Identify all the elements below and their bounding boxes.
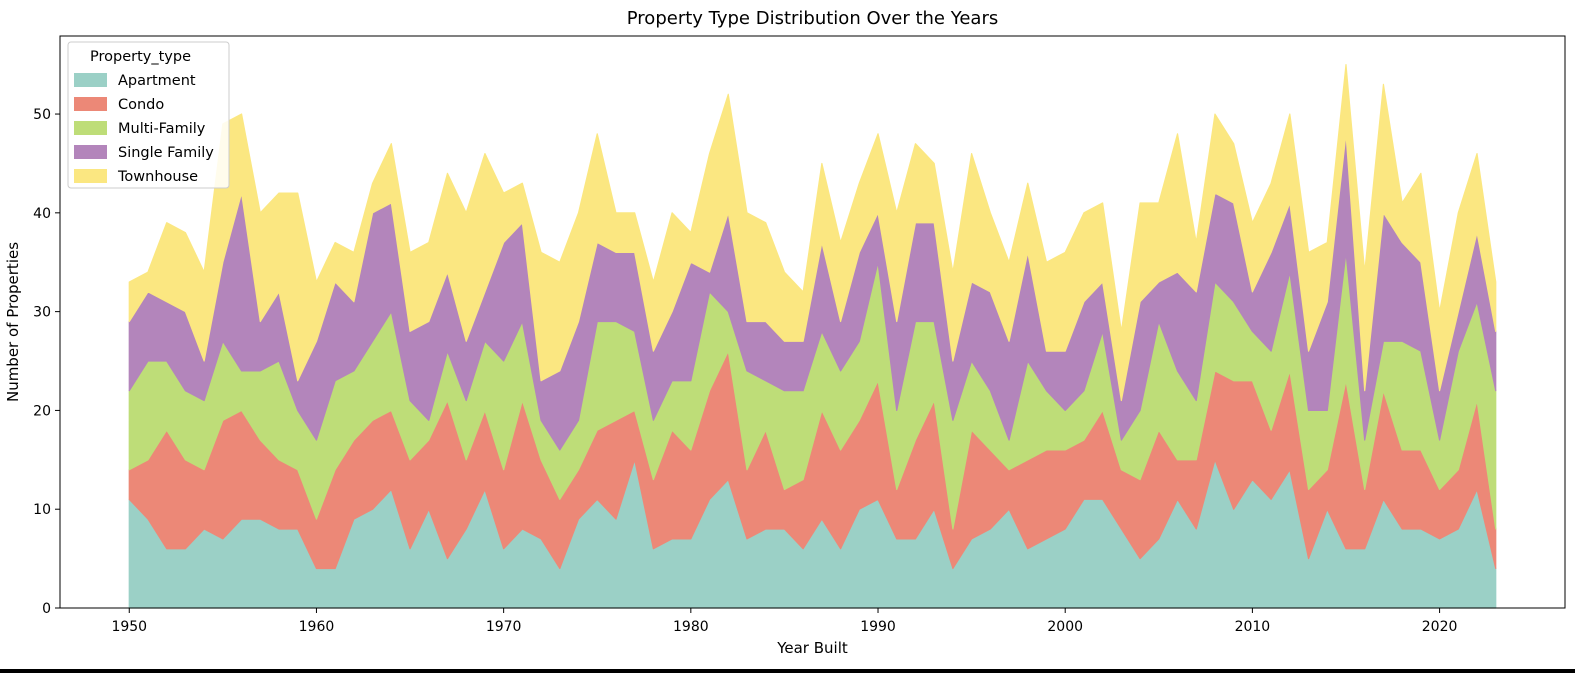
x-tick-label: 2010 xyxy=(1235,619,1271,635)
plot-frame xyxy=(59,35,1566,609)
x-tick-label: 1960 xyxy=(299,619,335,635)
legend-swatch-townhouse xyxy=(74,169,107,183)
legend-label-multi-family: Multi-Family xyxy=(118,121,206,137)
legend-swatch-condo xyxy=(74,97,107,111)
chart-title: Property Type Distribution Over the Year… xyxy=(627,8,998,29)
y-tick-label: 20 xyxy=(33,403,51,419)
y-tick-label: 40 xyxy=(33,206,51,222)
y-tick-label: 30 xyxy=(33,305,51,321)
y-tick-label: 10 xyxy=(33,502,51,518)
x-tick-label: 1980 xyxy=(673,619,709,635)
legend-swatch-apartment xyxy=(74,73,107,87)
area-series-group xyxy=(128,64,1497,609)
x-axis: 1950 1960 1970 1980 1990 2000 2010 2020 xyxy=(111,608,1457,635)
legend-swatch-multi-family xyxy=(74,121,107,135)
window-bottom-border xyxy=(0,669,1575,673)
y-axis: 0 10 20 30 40 50 xyxy=(33,107,60,617)
legend-box xyxy=(67,41,230,189)
y-axis-label: Number of Properties xyxy=(4,242,22,402)
legend-label-condo: Condo xyxy=(118,97,164,113)
legend-label-apartment: Apartment xyxy=(118,73,196,89)
x-tick-label: 2020 xyxy=(1422,619,1458,635)
legend-title: Property_type xyxy=(90,49,191,65)
x-axis-label: Year Built xyxy=(776,639,848,657)
legend-label-townhouse: Townhouse xyxy=(117,169,198,185)
legend-swatch-single-family xyxy=(74,145,107,159)
x-tick-label: 2000 xyxy=(1047,619,1083,635)
y-tick-label: 0 xyxy=(42,601,51,617)
legend-label-single-family: Single Family xyxy=(118,145,214,161)
x-tick-label: 1950 xyxy=(111,619,147,635)
x-tick-label: 1970 xyxy=(486,619,522,635)
y-tick-label: 50 xyxy=(33,107,51,123)
x-tick-label: 1990 xyxy=(860,619,896,635)
legend: Property_type Apartment Condo Multi-Family… xyxy=(67,41,230,189)
area-townhouse xyxy=(128,64,1497,402)
